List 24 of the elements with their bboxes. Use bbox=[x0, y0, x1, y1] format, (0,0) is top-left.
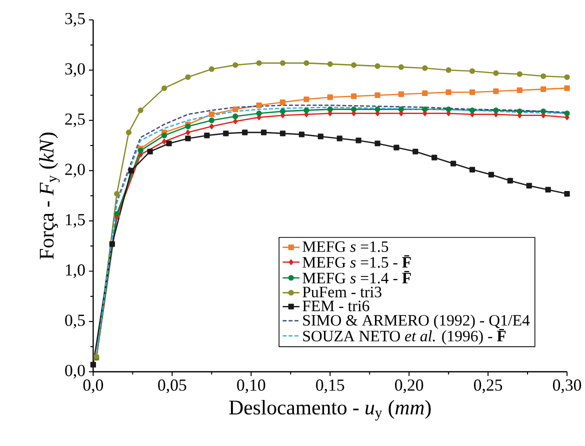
legend-label: SOUZA NETO et al. (1996) - F̄ bbox=[303, 328, 506, 345]
y-tick-label: 0,5 bbox=[65, 314, 85, 328]
legend-label: MEFG s =1.4 - F̄ bbox=[302, 270, 411, 284]
legend-label: MEFG s =1.5 bbox=[302, 241, 388, 252]
legend-label: SIMO & ARMERO (1992) - Q1/E4 bbox=[303, 314, 530, 329]
x-tick-label: 0,15 bbox=[316, 379, 344, 394]
x-tick-label: 0,0 bbox=[83, 379, 104, 394]
legend-label: PuFem - tri3 bbox=[302, 286, 382, 298]
y-tick-label: 1,5 bbox=[66, 214, 85, 228]
y-tick-label: 2,5 bbox=[65, 113, 85, 128]
x-tick-label: 0,05 bbox=[158, 379, 186, 394]
y-tick-label: 1,0 bbox=[66, 264, 85, 278]
x-tick-label: 0,25 bbox=[474, 379, 502, 394]
legend-label: FEM - tri6 bbox=[302, 300, 370, 312]
legend-label: MEFG s =1.5 - F̄ bbox=[302, 255, 411, 268]
x-tick-label: 0,30 bbox=[552, 379, 582, 394]
x-tick-label: 0,10 bbox=[237, 379, 266, 394]
y-tick-label: 2,0 bbox=[65, 164, 85, 178]
y-tick-label: 3,5 bbox=[65, 12, 85, 27]
x-axis-title: Deslocamento - u$_{y}$ (mm) bbox=[229, 400, 431, 421]
y-axis-title: Força - F$_{y}$ (kN) bbox=[39, 132, 60, 260]
y-tick-label: 3,0 bbox=[65, 63, 85, 77]
x-tick-label: 0,20 bbox=[395, 379, 424, 394]
y-tick-label: 0,0 bbox=[65, 364, 85, 379]
